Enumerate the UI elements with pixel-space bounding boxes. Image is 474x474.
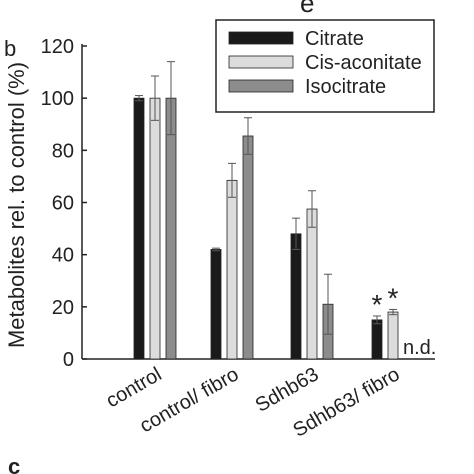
bars <box>133 97 399 360</box>
y-axis-label: Metabolites rel. to control (%) <box>4 62 29 348</box>
bar-cis-aconitate-2 <box>226 179 238 360</box>
bottom-cropped-label: c <box>8 454 20 474</box>
error-bar <box>373 315 381 325</box>
legend-swatch <box>228 79 294 93</box>
error-bar <box>324 273 332 335</box>
bar-citrate-3 <box>290 233 302 360</box>
y-tick-label: 20 <box>52 297 74 319</box>
error-bar <box>212 247 220 252</box>
error-bar <box>135 95 143 102</box>
error-bar <box>292 217 300 250</box>
not-detected-label: n.d. <box>403 337 436 359</box>
significance-asterisk: * <box>372 289 383 320</box>
error-bar <box>308 190 316 228</box>
legend-label: Isocitrate <box>305 76 386 98</box>
legend-swatch <box>228 31 294 45</box>
annotations: * * n.d. <box>372 282 437 359</box>
error-bars <box>135 61 397 335</box>
y-ticks: 0 20 40 60 80 100 120 <box>41 36 87 371</box>
error-bar <box>244 117 252 155</box>
panel-label: b <box>4 36 16 61</box>
cropped-top-text: e <box>300 0 314 18</box>
bar-citrate-2 <box>210 249 222 360</box>
y-tick-label: 60 <box>52 193 74 215</box>
legend-label: Cis-aconitate <box>305 52 422 74</box>
error-bar <box>167 61 175 136</box>
error-bar <box>228 162 236 198</box>
error-bar <box>389 308 397 316</box>
svg-text:e: e <box>300 0 314 18</box>
bar-citrate-4 <box>371 319 383 360</box>
bar-isocitrate-1 <box>165 97 177 360</box>
x-tick-label: control <box>103 363 166 412</box>
legend-label: Citrate <box>305 28 364 50</box>
y-tick-label: 120 <box>41 36 74 58</box>
significance-asterisk: * <box>388 282 399 313</box>
y-tick-label: 40 <box>52 245 74 267</box>
bar-cis-aconitate-3 <box>306 208 318 360</box>
bar-citrate-1 <box>133 97 145 360</box>
y-tick-label: 100 <box>41 88 74 110</box>
bar-isocitrate-2 <box>242 135 254 360</box>
y-tick-label: 80 <box>52 140 74 162</box>
legend-swatch <box>228 55 294 69</box>
error-bar <box>151 75 159 121</box>
bar-cis-aconitate-1 <box>149 97 161 360</box>
bar-cis-aconitate-4 <box>387 311 399 360</box>
y-tick-label: 0 <box>63 349 74 371</box>
